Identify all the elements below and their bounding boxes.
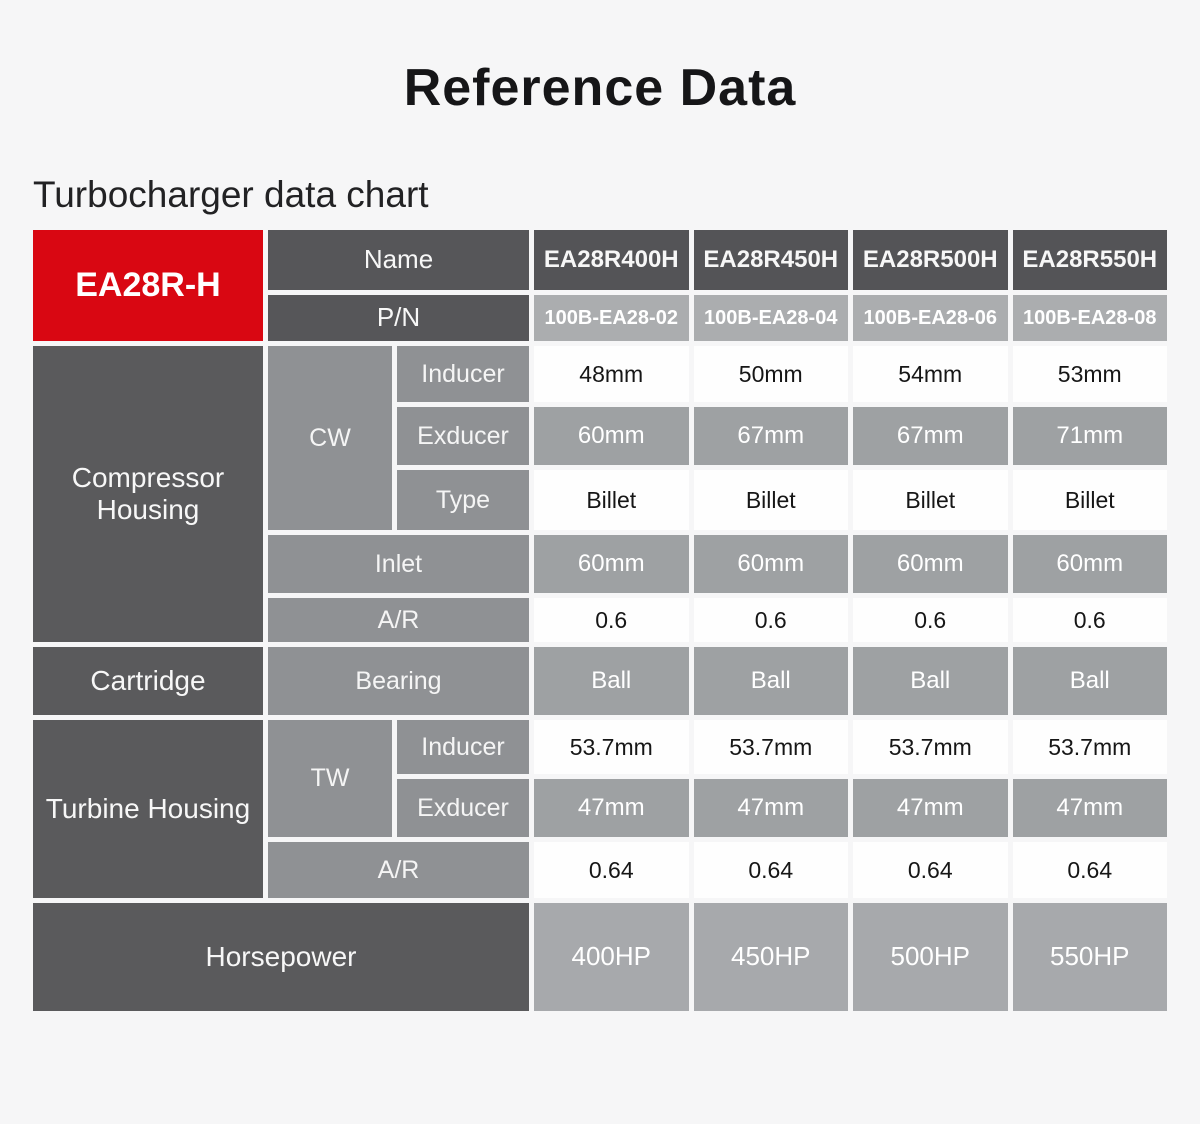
- turbine-ar-value: 0.64: [853, 842, 1008, 898]
- tw-exducer-value: 47mm: [693, 779, 848, 837]
- inlet-value: 60mm: [693, 535, 848, 593]
- cw-label: CW: [268, 346, 392, 530]
- compressor-housing-label: Compressor Housing: [33, 346, 263, 642]
- turbine-ar-value: 0.64: [534, 842, 689, 898]
- tw-exducer-value: 47mm: [1012, 779, 1167, 837]
- cw-type-value: Billet: [853, 470, 1008, 530]
- turbine-ar-value: 0.64: [1012, 842, 1167, 898]
- tw-inducer-value: 53.7mm: [534, 720, 689, 774]
- tw-label: TW: [268, 720, 392, 837]
- tw-exducer-value: 47mm: [853, 779, 1008, 837]
- model-header: EA28R450H: [693, 230, 848, 290]
- part-number-cell: 100B-EA28-08: [1012, 295, 1167, 341]
- cw-exducer-value: 67mm: [693, 407, 848, 465]
- cw-exducer-label: Exducer: [397, 407, 529, 465]
- tw-inducer-value: 53.7mm: [853, 720, 1008, 774]
- bearing-value: Ball: [853, 647, 1008, 715]
- compressor-ar-value: 0.6: [534, 598, 689, 642]
- compressor-ar-value: 0.6: [1012, 598, 1167, 642]
- part-number-cell: 100B-EA28-02: [534, 295, 689, 341]
- bearing-label: Bearing: [268, 647, 529, 715]
- cw-exducer-value: 71mm: [1012, 407, 1167, 465]
- series-badge: EA28R-H: [33, 230, 263, 341]
- pn-header-label: P/N: [268, 295, 529, 341]
- inlet-value: 60mm: [534, 535, 689, 593]
- part-number-cell: 100B-EA28-06: [853, 295, 1008, 341]
- compressor-ar-value: 0.6: [853, 598, 1008, 642]
- tw-inducer-label: Inducer: [397, 720, 529, 774]
- cw-inducer-value: 50mm: [693, 346, 848, 402]
- cartridge-label: Cartridge: [33, 647, 263, 715]
- inlet-value: 60mm: [853, 535, 1008, 593]
- cw-inducer-label: Inducer: [397, 346, 529, 402]
- part-number-cell: 100B-EA28-04: [693, 295, 848, 341]
- tw-inducer-value: 53.7mm: [693, 720, 848, 774]
- model-header: EA28R500H: [853, 230, 1008, 290]
- horsepower-value: 400HP: [534, 903, 689, 1011]
- inlet-label: Inlet: [268, 535, 529, 593]
- horsepower-value: 500HP: [853, 903, 1008, 1011]
- bearing-value: Ball: [1012, 647, 1167, 715]
- cw-type-label: Type: [397, 470, 529, 530]
- bearing-value: Ball: [693, 647, 848, 715]
- turbine-housing-label: Turbine Housing: [33, 720, 263, 898]
- horsepower-value: 550HP: [1012, 903, 1167, 1011]
- cw-inducer-value: 53mm: [1012, 346, 1167, 402]
- cw-exducer-value: 67mm: [853, 407, 1008, 465]
- page-subtitle: Turbocharger data chart: [33, 174, 429, 215]
- horsepower-label: Horsepower: [33, 903, 529, 1011]
- inlet-value: 60mm: [1012, 535, 1167, 593]
- cw-exducer-value: 60mm: [534, 407, 689, 465]
- compressor-ar-value: 0.6: [693, 598, 848, 642]
- bearing-value: Ball: [534, 647, 689, 715]
- cw-inducer-value: 54mm: [853, 346, 1008, 402]
- turbocharger-spec-table: EA28R-H Name EA28R400H EA28R450H EA28R50…: [33, 230, 1167, 1011]
- compressor-ar-label: A/R: [268, 598, 529, 642]
- page-title: Reference Data: [403, 59, 797, 117]
- cw-type-value: Billet: [534, 470, 689, 530]
- tw-exducer-value: 47mm: [534, 779, 689, 837]
- name-header-label: Name: [268, 230, 529, 290]
- tw-exducer-label: Exducer: [397, 779, 529, 837]
- cw-inducer-value: 48mm: [534, 346, 689, 402]
- turbine-ar-value: 0.64: [693, 842, 848, 898]
- model-header: EA28R550H: [1012, 230, 1167, 290]
- cw-type-value: Billet: [1012, 470, 1167, 530]
- horsepower-value: 450HP: [693, 903, 848, 1011]
- model-header: EA28R400H: [534, 230, 689, 290]
- cw-type-value: Billet: [693, 470, 848, 530]
- tw-inducer-value: 53.7mm: [1012, 720, 1167, 774]
- turbine-ar-label: A/R: [268, 842, 529, 898]
